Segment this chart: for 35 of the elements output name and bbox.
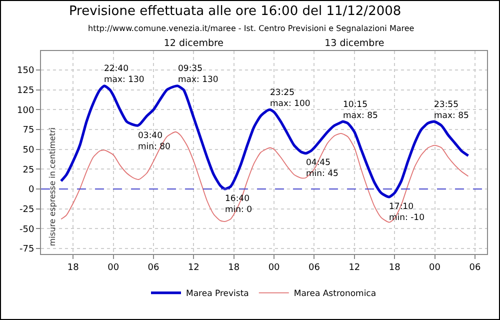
line-series: [60, 131, 469, 223]
x-tick-label: 18: [67, 262, 80, 273]
x2-tick-label: 13 dicembre: [324, 38, 384, 50]
chart-title: Previsione effettuata alle ore 16:00 del 11/12/2008: [68, 4, 402, 19]
x-tick-label: 06: [469, 262, 481, 273]
annotation: 22:40 max: 130: [104, 64, 144, 86]
y-tick-label: 150: [17, 66, 34, 76]
y-tick-label: -25: [19, 204, 34, 215]
x-tick-label: 12: [188, 262, 200, 273]
y-tick-label: -75: [19, 244, 34, 255]
annotation: 23:55 max: 85: [434, 100, 469, 122]
x-tick-label: 18: [228, 262, 240, 273]
y-tick-label: 0: [28, 185, 34, 196]
x-tick-label: 06: [308, 262, 320, 273]
x2-tick-label: 12 dicembre: [164, 38, 224, 50]
y-tick-label: 125: [17, 86, 34, 96]
y-tick-label: 75: [22, 126, 34, 136]
x-tick-label: 00: [268, 262, 280, 273]
y-axis-title: misure espresse in centimetri: [48, 127, 58, 246]
x-tick-label: 06: [148, 262, 160, 273]
annotation: 23:25 max: 100: [270, 88, 310, 110]
annotation: 10:15 max: 85: [343, 100, 378, 122]
x-tick-label: 00: [108, 262, 120, 273]
annotation: 03:40 min: 80: [138, 131, 170, 152]
x-tick-label: 00: [429, 262, 441, 273]
legend-label: Marea Astronomica: [294, 289, 376, 300]
x-tick-label: 18: [388, 262, 401, 273]
legend-label: Marea Prevista: [186, 289, 249, 300]
annotation: 09:35 max: 130: [178, 64, 218, 86]
y-tick-label: -50: [19, 224, 34, 235]
chart-subtitle: http://www.comune.venezia.it/maree - Ist. Centro Previsioni e Segnalazioni Maree: [88, 24, 414, 33]
y-tick-label: 25: [22, 165, 34, 176]
x-tick-label: 12: [348, 262, 360, 273]
y-tick-label: 50: [22, 145, 34, 156]
y-tick-label: 100: [17, 106, 34, 116]
